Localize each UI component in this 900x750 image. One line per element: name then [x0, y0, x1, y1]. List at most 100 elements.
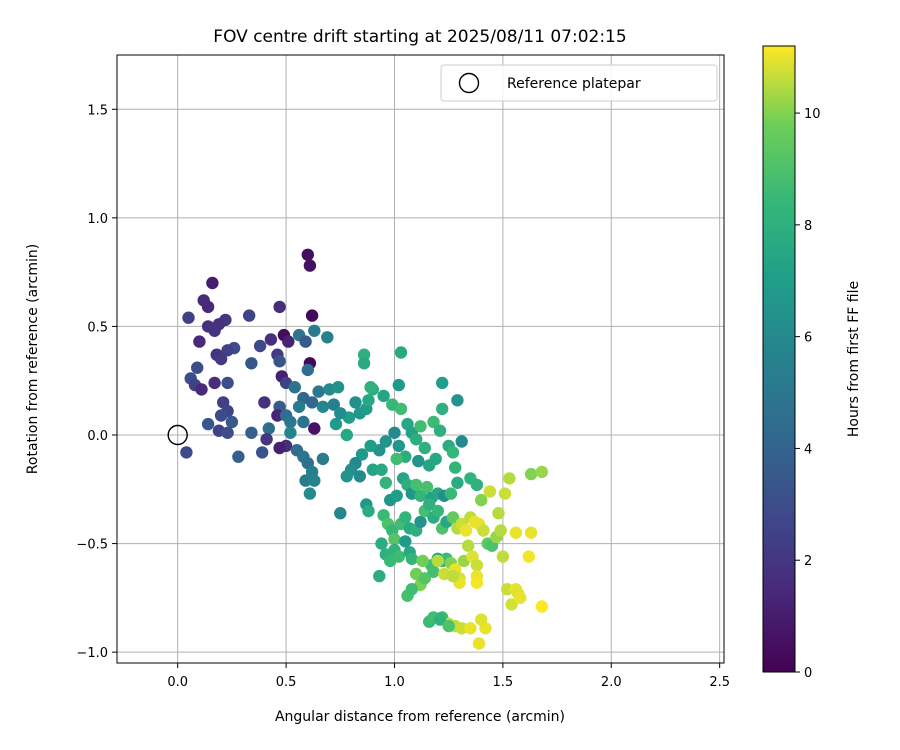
data-point [494, 524, 507, 537]
data-point [444, 487, 458, 500]
data-point [273, 441, 286, 455]
data-point [412, 454, 425, 468]
data-point [524, 467, 538, 481]
colorbar-tick-label: 0 [804, 666, 812, 681]
y-tick-label: 1.0 [87, 212, 108, 227]
data-point [431, 554, 444, 568]
data-point [535, 600, 549, 613]
data-point [462, 539, 475, 552]
data-point [394, 346, 408, 359]
colorbar-tick-label: 6 [804, 331, 812, 346]
data-point [357, 357, 371, 370]
plot-frame [116, 54, 725, 664]
legend-box [440, 64, 718, 102]
data-point [514, 591, 527, 605]
data-point [264, 333, 278, 346]
data-point [334, 407, 347, 420]
data-point [271, 409, 284, 422]
data-point [305, 309, 319, 322]
colorbar-tick-label: 8 [804, 219, 812, 234]
data-point [388, 426, 401, 439]
data-point [427, 415, 440, 429]
colorbar-frame [762, 45, 796, 673]
data-point [436, 376, 449, 390]
data-point [340, 428, 353, 442]
data-point [414, 515, 427, 529]
data-point [301, 363, 314, 377]
data-point [423, 459, 436, 472]
data-point [509, 526, 523, 539]
data-point [284, 415, 297, 429]
data-point [193, 335, 206, 348]
data-point [390, 489, 403, 502]
data-point [410, 433, 423, 446]
data-point [292, 400, 306, 413]
data-point [455, 435, 468, 448]
chart-title: FOV centre drift starting at 2025/08/11 … [213, 27, 626, 47]
data-point [505, 598, 518, 611]
y-tick-label: −1.0 [76, 646, 108, 661]
data-point [410, 478, 423, 492]
data-point [282, 335, 295, 348]
data-point [394, 402, 408, 416]
data-point [258, 396, 271, 409]
data-point [245, 426, 258, 439]
data-point [451, 394, 464, 407]
data-point [334, 507, 347, 520]
data-point [221, 426, 234, 439]
data-point [312, 385, 325, 398]
data-point [308, 422, 321, 435]
colorbar-ticks: 0 2 4 6 8 10 [795, 107, 821, 681]
data-point [253, 339, 267, 353]
data-point [308, 474, 321, 487]
data-point [446, 569, 460, 583]
data-point [375, 537, 388, 550]
data-point [522, 550, 536, 563]
data-point [496, 550, 510, 563]
data-point [399, 511, 412, 524]
data-point [362, 394, 375, 407]
data-point [303, 487, 317, 500]
y-axis-ticks: −1.0 −0.5 0.0 0.5 1.0 1.5 [76, 103, 117, 661]
data-point [316, 400, 330, 413]
data-point [392, 378, 405, 392]
data-point [451, 476, 464, 489]
data-point [366, 463, 379, 476]
data-point [418, 441, 431, 455]
data-point [262, 422, 275, 435]
data-point [208, 324, 221, 337]
data-point [399, 535, 412, 548]
data-point [472, 637, 486, 650]
data-point [349, 396, 362, 409]
y-tick-label: 1.5 [87, 103, 108, 118]
colorbar-tick-label: 2 [804, 554, 812, 569]
data-point [455, 622, 468, 635]
data-point [180, 446, 193, 459]
x-tick-label: 1.5 [493, 675, 514, 690]
data-point [299, 474, 312, 487]
data-point [221, 344, 234, 357]
data-point [260, 433, 273, 446]
data-point [498, 487, 512, 500]
data-point [388, 533, 401, 546]
data-point [449, 461, 462, 474]
data-point [390, 452, 403, 466]
data-point [299, 335, 312, 348]
data-point [206, 276, 219, 290]
data-point [331, 381, 345, 394]
data-point [182, 311, 195, 324]
data-point [427, 565, 440, 578]
data-point [191, 361, 204, 374]
data-point [375, 463, 388, 476]
x-tick-label: 2.5 [709, 675, 730, 690]
data-point [470, 576, 484, 589]
data-point [273, 355, 286, 368]
data-point [433, 613, 447, 626]
data-point [377, 389, 390, 403]
data-point [214, 409, 228, 422]
data-point [308, 324, 321, 337]
data-point [316, 452, 330, 466]
data-point [364, 381, 377, 394]
data-point [214, 352, 228, 366]
data-point [459, 524, 473, 537]
